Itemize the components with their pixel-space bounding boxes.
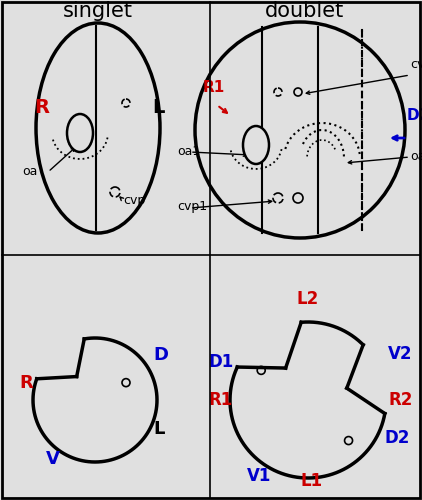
Text: D: D <box>153 346 168 364</box>
Text: oa: oa <box>22 165 38 178</box>
Text: cvp1: cvp1 <box>177 200 207 213</box>
Text: L1: L1 <box>300 472 322 490</box>
Text: D1: D1 <box>208 353 233 371</box>
Text: singlet: singlet <box>63 1 133 21</box>
Text: V: V <box>46 450 60 468</box>
Text: L: L <box>152 98 165 117</box>
Text: oa1: oa1 <box>177 145 200 158</box>
Text: R1: R1 <box>208 391 232 409</box>
Text: cvp2: cvp2 <box>410 58 422 71</box>
Ellipse shape <box>243 126 269 164</box>
Text: R: R <box>34 98 49 117</box>
Text: L: L <box>153 420 165 438</box>
Text: R2: R2 <box>388 391 412 409</box>
Text: oa2: oa2 <box>410 150 422 163</box>
Ellipse shape <box>67 114 93 152</box>
Text: R1: R1 <box>203 80 225 95</box>
Text: cvp: cvp <box>123 194 145 207</box>
Text: V1: V1 <box>247 467 271 485</box>
Ellipse shape <box>36 23 160 233</box>
Text: L2: L2 <box>296 290 318 308</box>
Text: V2: V2 <box>388 346 412 364</box>
Text: R: R <box>19 374 33 392</box>
Text: D2: D2 <box>407 108 422 123</box>
Text: doublet: doublet <box>265 1 345 21</box>
Text: D2: D2 <box>384 429 409 447</box>
Ellipse shape <box>195 22 405 238</box>
